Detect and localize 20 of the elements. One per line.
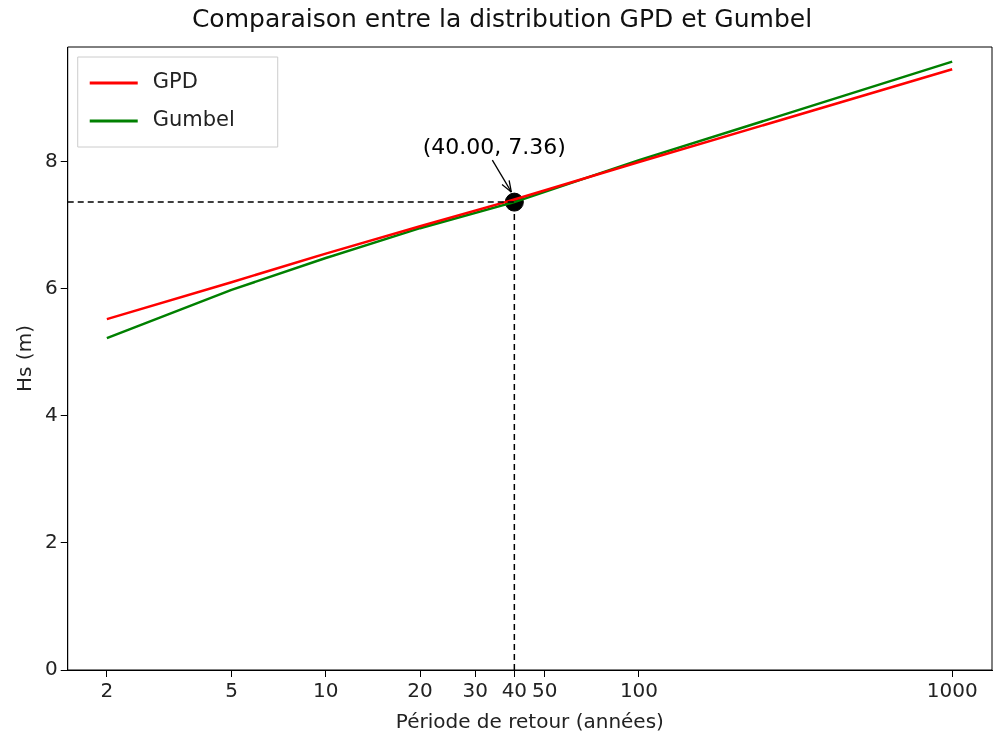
y-tick-label: 2 [44,529,58,554]
x-tick-label: 2 [100,678,114,703]
y-tick-label: 0 [44,656,58,681]
x-tick-label: 10 [313,678,339,703]
y-axis-title: Hs (m) [12,325,37,392]
x-tick-label: 30 [462,678,488,703]
x-tick-label: 20 [407,678,433,703]
x-tick-label: 40 [501,678,528,703]
legend-label: Gumbel [152,107,235,132]
x-tick-label: 50 [531,678,558,703]
chart-title: Comparaison entre la distribution GPD et Gumbel [191,3,813,33]
x-tick-label: 100 [619,678,659,703]
y-tick-label: 8 [44,147,58,172]
legend-label: GPD [152,69,198,94]
annotation: (40.00, 7.36) [422,134,566,160]
y-tick-label: 6 [44,274,58,299]
y-tick-label: 4 [44,401,58,426]
x-tick-label: 1000 [926,678,978,703]
x-axis-title: Période de retour (années) [395,709,664,734]
x-tick-label: 5 [225,678,238,703]
